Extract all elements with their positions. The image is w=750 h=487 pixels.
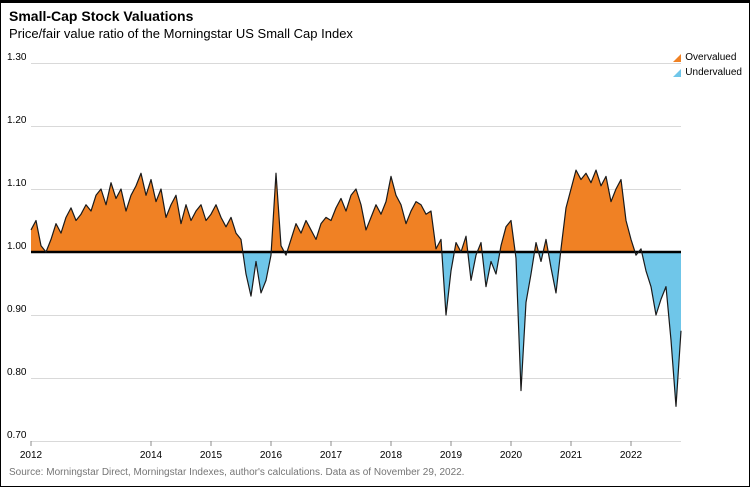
chart-subtitle: Price/fair value ratio of the Morningsta… (9, 26, 353, 41)
x-axis-label: 2015 (200, 450, 223, 461)
source-note: Source: Morningstar Direct, Morningstar … (9, 467, 465, 478)
x-axis-label: 2016 (260, 450, 283, 461)
y-axis-label: 0.70 (7, 430, 27, 441)
chart-legend: Overvalued Undervalued (673, 52, 742, 78)
price-fair-value-line (30, 169, 682, 407)
x-axis-label: 2012 (20, 450, 43, 461)
x-axis-label: 2018 (380, 450, 403, 461)
legend-item-overvalued: Overvalued (673, 52, 742, 63)
y-axis-label: 1.00 (7, 241, 27, 252)
chart-title: Small-Cap Stock Valuations (9, 8, 194, 24)
y-axis-label: 0.90 (7, 304, 27, 315)
y-axis-label: 1.30 (7, 52, 27, 63)
overvalued-marker-icon (673, 53, 682, 62)
y-axis-label: 1.10 (7, 178, 27, 189)
legend-label-undervalued: Undervalued (685, 67, 742, 78)
legend-label-overvalued: Overvalued (685, 52, 737, 63)
y-axis-label: 1.20 (7, 115, 27, 126)
undervalued-marker-icon (673, 68, 682, 77)
area-overvalued (31, 170, 681, 252)
x-axis-label: 2021 (560, 450, 583, 461)
area-undervalued (31, 252, 681, 407)
x-axis-label: 2020 (500, 450, 523, 461)
valuation-area-chart: 0.70 0.80 0.90 1.00 1.10 1.20 1.30 2012 2014 2015… (7, 52, 682, 461)
x-axis-label: 2014 (140, 450, 163, 461)
y-axis-label: 0.80 (7, 367, 27, 378)
legend-item-undervalued: Undervalued (673, 67, 742, 78)
x-axis-label: 2019 (440, 450, 463, 461)
x-axis-label: 2017 (320, 450, 343, 461)
x-axis: 2012 2014 2015 2016 2017 2018 2019 2020 2021 2022 (20, 441, 643, 461)
x-axis-label: 2022 (620, 450, 643, 461)
